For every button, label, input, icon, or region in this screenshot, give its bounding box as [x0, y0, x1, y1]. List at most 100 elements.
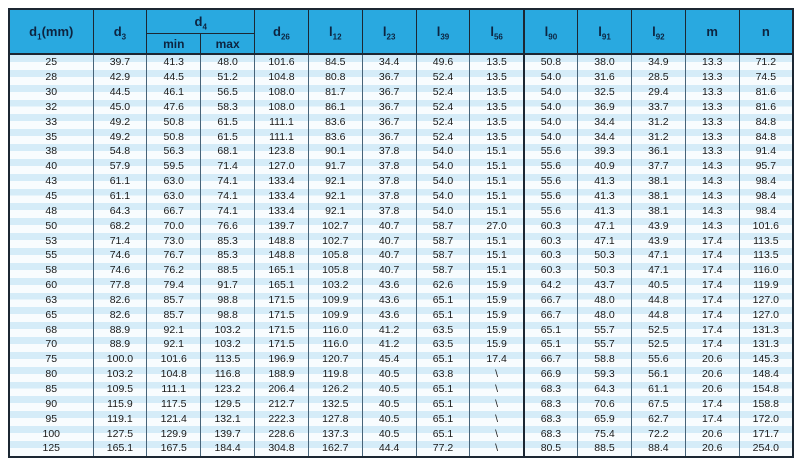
cell-l91: 48.0	[577, 292, 632, 308]
cell-n: 81.6	[738, 84, 794, 100]
cell-l92: 43.9	[630, 218, 686, 234]
cell-l39: 65.1	[415, 411, 471, 427]
cell-d26: 165.1	[254, 277, 309, 293]
cell-n: 71.2	[738, 54, 794, 70]
cell-m: 20.6	[684, 426, 740, 441]
cell-l56: 15.1	[469, 144, 525, 159]
cell-d4-max: 61.5	[200, 114, 256, 130]
cell-d4-max: 74.1	[200, 173, 256, 189]
cell-l92: 67.5	[630, 396, 686, 412]
cell-d4-max: 132.1	[200, 411, 256, 427]
cell-d1: 25	[8, 54, 94, 70]
cell-d26: 111.1	[254, 129, 309, 145]
cell-n: 98.4	[738, 173, 794, 189]
cell-d4-max: 103.2	[200, 322, 256, 338]
cell-l91: 32.5	[577, 84, 632, 100]
cell-l39: 65.1	[415, 381, 471, 397]
column-subheader-d4-max: max	[200, 33, 256, 55]
cell-d26: 133.4	[254, 173, 309, 189]
table-row: 43 61.1 63.0 74.1 133.4 92.1 37.8 54.0 15.1 55.6 4…	[8, 173, 794, 189]
cell-l90: 65.1	[523, 322, 579, 338]
cell-n: 98.4	[738, 203, 794, 219]
cell-l12: 116.0	[307, 337, 363, 352]
cell-l39: 58.7	[415, 218, 471, 234]
cell-d1: 90	[8, 396, 94, 412]
table-row: 68 88.9 92.1 103.2 171.5 116.0 41.2 63.5 15.9 65.…	[8, 322, 794, 338]
column-header-m: m	[684, 8, 740, 55]
cell-l90: 60.3	[523, 218, 579, 234]
cell-l23: 40.7	[361, 233, 417, 248]
cell-l92: 29.4	[630, 84, 686, 100]
cell-d1: 68	[8, 322, 94, 338]
cell-l39: 58.7	[415, 247, 471, 263]
cell-m: 14.3	[684, 188, 740, 204]
cell-n: 116.0	[738, 262, 794, 278]
cell-l12: 83.6	[307, 114, 363, 130]
cell-l39: 77.2	[415, 440, 471, 457]
cell-d3: 77.8	[92, 277, 148, 293]
cell-l12: 105.8	[307, 247, 363, 263]
cell-l12: 84.5	[307, 54, 363, 70]
cell-l12: 137.3	[307, 426, 363, 441]
cell-l56: 15.9	[469, 337, 525, 352]
table-row: 90 115.9 117.5 129.5 212.7 132.5 40.5 65.1 \ 68.3…	[8, 396, 794, 412]
cell-l56: 15.1	[469, 262, 525, 278]
cell-l39: 63.5	[415, 322, 471, 338]
table-row: 55 74.6 76.7 85.3 148.8 105.8 40.7 58.7 15.1 60.3…	[8, 247, 794, 263]
cell-l12: 109.9	[307, 292, 363, 308]
cell-l23: 43.6	[361, 292, 417, 308]
cell-d1: 30	[8, 84, 94, 100]
column-header-l90: l90	[523, 8, 579, 55]
cell-l90: 60.3	[523, 262, 579, 278]
table-row: 35 49.2 50.8 61.5 111.1 83.6 36.7 52.4 13.5 54.0 3…	[8, 129, 794, 145]
cell-d3: 57.9	[92, 158, 148, 174]
cell-l56: 15.1	[469, 173, 525, 189]
cell-d4-max: 68.1	[200, 144, 256, 159]
cell-l92: 31.2	[630, 129, 686, 145]
cell-l91: 43.7	[577, 277, 632, 293]
cell-l90: 55.6	[523, 158, 579, 174]
cell-n: 254.0	[738, 440, 794, 457]
cell-l12: 126.2	[307, 381, 363, 397]
cell-m: 13.3	[684, 84, 740, 100]
column-header-l91: l91	[577, 8, 632, 55]
cell-m: 20.6	[684, 440, 740, 457]
cell-d26: 171.5	[254, 292, 309, 308]
cell-d4-min: 44.5	[146, 69, 202, 85]
cell-l92: 38.1	[630, 203, 686, 219]
cell-l23: 40.7	[361, 262, 417, 278]
cell-d3: 49.2	[92, 114, 148, 130]
column-header-d26: d26	[254, 8, 309, 55]
cell-l56: 15.9	[469, 307, 525, 323]
cell-l39: 63.8	[415, 366, 471, 382]
cell-d26: 148.8	[254, 247, 309, 263]
cell-d4-min: 46.1	[146, 84, 202, 100]
cell-d4-min: 63.0	[146, 173, 202, 189]
table-row: 95 119.1 121.4 132.1 222.3 127.8 40.5 65.1 \ 68.3…	[8, 411, 794, 427]
cell-d4-max: 74.1	[200, 203, 256, 219]
cell-l90: 54.0	[523, 69, 579, 85]
cell-d1: 33	[8, 114, 94, 130]
cell-l39: 54.0	[415, 144, 471, 159]
column-header-d4: d4	[146, 8, 256, 34]
cell-d26: 212.7	[254, 396, 309, 412]
cell-l12: 92.1	[307, 203, 363, 219]
cell-l23: 37.8	[361, 173, 417, 189]
cell-d26: 101.6	[254, 54, 309, 70]
cell-l56: \	[469, 396, 525, 412]
cell-l23: 41.2	[361, 322, 417, 338]
cell-d4-min: 63.0	[146, 188, 202, 204]
cell-d26: 188.9	[254, 366, 309, 382]
cell-d1: 60	[8, 277, 94, 293]
cell-l91: 65.9	[577, 411, 632, 427]
cell-l90: 54.0	[523, 84, 579, 100]
cell-l91: 40.9	[577, 158, 632, 174]
cell-l91: 48.0	[577, 307, 632, 323]
cell-l56: 13.5	[469, 114, 525, 130]
table-row: 100 127.5 129.9 139.7 228.6 137.3 40.5 65.1 \ 68.…	[8, 426, 794, 441]
cell-l91: 59.3	[577, 366, 632, 382]
cell-d4-min: 85.7	[146, 292, 202, 308]
cell-l91: 47.1	[577, 233, 632, 248]
cell-m: 20.6	[684, 351, 740, 367]
cell-l92: 37.7	[630, 158, 686, 174]
